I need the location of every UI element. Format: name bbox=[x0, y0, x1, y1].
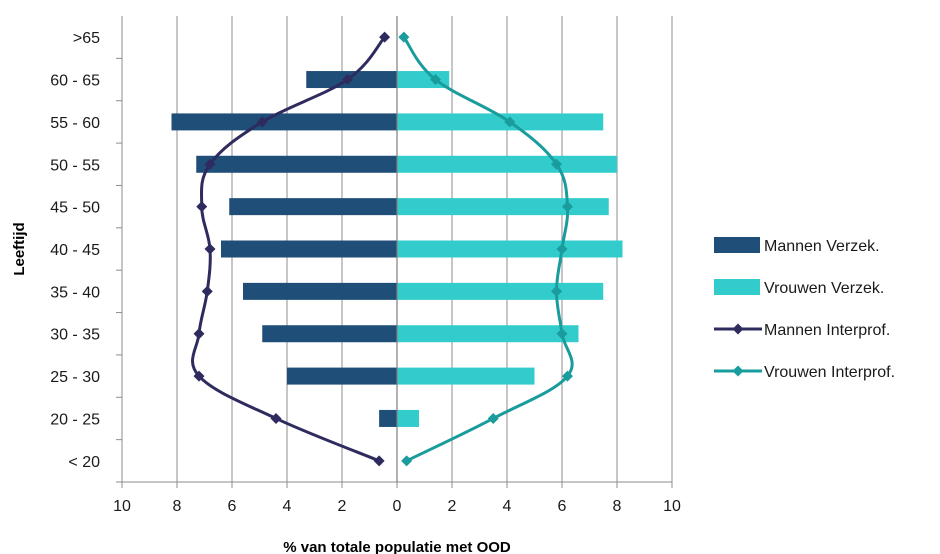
bar bbox=[379, 409, 397, 427]
bar bbox=[397, 282, 604, 300]
bar bbox=[397, 325, 579, 343]
x-tick-labels: 10 8 6 4 2 0 2 4 6 8 10 bbox=[113, 498, 681, 515]
y-tick-labels: < 20 20 - 25 25 - 30 30 - 35 35 - 40 40 - 45 4… bbox=[50, 30, 100, 471]
y-tick-label: < 20 bbox=[68, 454, 100, 471]
x-tick-label: 0 bbox=[393, 498, 402, 515]
y-tick-label: 55 - 60 bbox=[50, 115, 100, 132]
line-marker bbox=[379, 31, 391, 43]
bar bbox=[287, 367, 397, 385]
line-marker bbox=[204, 243, 216, 255]
y-tick-label: 30 - 35 bbox=[50, 327, 100, 344]
axes bbox=[116, 16, 673, 488]
line-marker bbox=[373, 455, 385, 467]
legend: Mannen Verzek. Vrouwen Verzek. Mannen Inte… bbox=[714, 237, 895, 381]
line-marker bbox=[196, 201, 208, 213]
line-marker bbox=[342, 74, 353, 86]
x-tick-label: 2 bbox=[338, 498, 347, 515]
x-tick-label: 8 bbox=[173, 498, 182, 515]
line-marker bbox=[504, 116, 516, 128]
legend-label: Vrouwen Verzek. bbox=[764, 280, 884, 297]
x-tick-label: 4 bbox=[283, 498, 292, 515]
y-axis-title: Leeftijd bbox=[11, 222, 28, 275]
x-axis-title: % van totale populatie met OOD bbox=[283, 539, 511, 554]
line-marker bbox=[270, 412, 282, 424]
y-tick-label: 60 - 65 bbox=[50, 73, 100, 90]
line-marker bbox=[398, 31, 410, 43]
legend-swatch bbox=[714, 237, 760, 253]
x-tick-label: 6 bbox=[558, 498, 567, 515]
x-tick-label: 6 bbox=[228, 498, 237, 515]
line-marker bbox=[556, 243, 568, 255]
x-tick-label: 8 bbox=[613, 498, 622, 515]
bar bbox=[196, 155, 397, 173]
bar bbox=[397, 367, 535, 385]
bar-series bbox=[171, 71, 623, 427]
legend-label: Vrouwen Interprof. bbox=[764, 364, 895, 381]
y-tick-label: 40 - 45 bbox=[50, 242, 100, 259]
bar bbox=[229, 198, 397, 216]
bar bbox=[397, 409, 419, 427]
x-tick-label: 2 bbox=[448, 498, 457, 515]
legend-label: Mannen Verzek. bbox=[764, 238, 880, 255]
line-marker bbox=[487, 412, 499, 424]
bar bbox=[243, 282, 397, 300]
y-tick-label: 35 - 40 bbox=[50, 284, 100, 301]
line-marker bbox=[551, 158, 562, 170]
line-marker bbox=[201, 285, 213, 297]
y-tick-label: 45 - 50 bbox=[50, 200, 100, 217]
line-marker bbox=[556, 328, 568, 340]
legend-swatch bbox=[714, 279, 760, 295]
x-tick-label: 4 bbox=[503, 498, 512, 515]
y-tick-label: >65 bbox=[73, 30, 100, 47]
bar bbox=[397, 113, 604, 131]
x-tick-label: 10 bbox=[663, 498, 681, 515]
bar bbox=[397, 198, 609, 216]
line-marker bbox=[562, 370, 573, 382]
bar bbox=[221, 240, 397, 258]
legend-marker bbox=[732, 323, 744, 335]
y-tick-label: 20 - 25 bbox=[50, 411, 100, 428]
legend-label: Mannen Interprof. bbox=[764, 322, 890, 339]
y-tick-label: 25 - 30 bbox=[50, 369, 100, 386]
line-marker bbox=[430, 74, 441, 86]
line-marker bbox=[204, 158, 216, 170]
y-tick-label: 50 - 55 bbox=[50, 157, 100, 174]
line-marker bbox=[193, 370, 205, 382]
bar bbox=[262, 325, 397, 343]
line-marker bbox=[193, 328, 205, 340]
line-marker bbox=[551, 285, 562, 297]
legend-marker bbox=[732, 365, 744, 377]
bar bbox=[397, 240, 623, 258]
bar bbox=[397, 155, 617, 173]
x-tick-label: 10 bbox=[113, 498, 131, 515]
line-marker bbox=[562, 201, 573, 213]
line-series bbox=[191, 31, 574, 467]
line-marker bbox=[256, 116, 268, 128]
bar bbox=[171, 113, 397, 131]
line-marker bbox=[401, 455, 413, 467]
